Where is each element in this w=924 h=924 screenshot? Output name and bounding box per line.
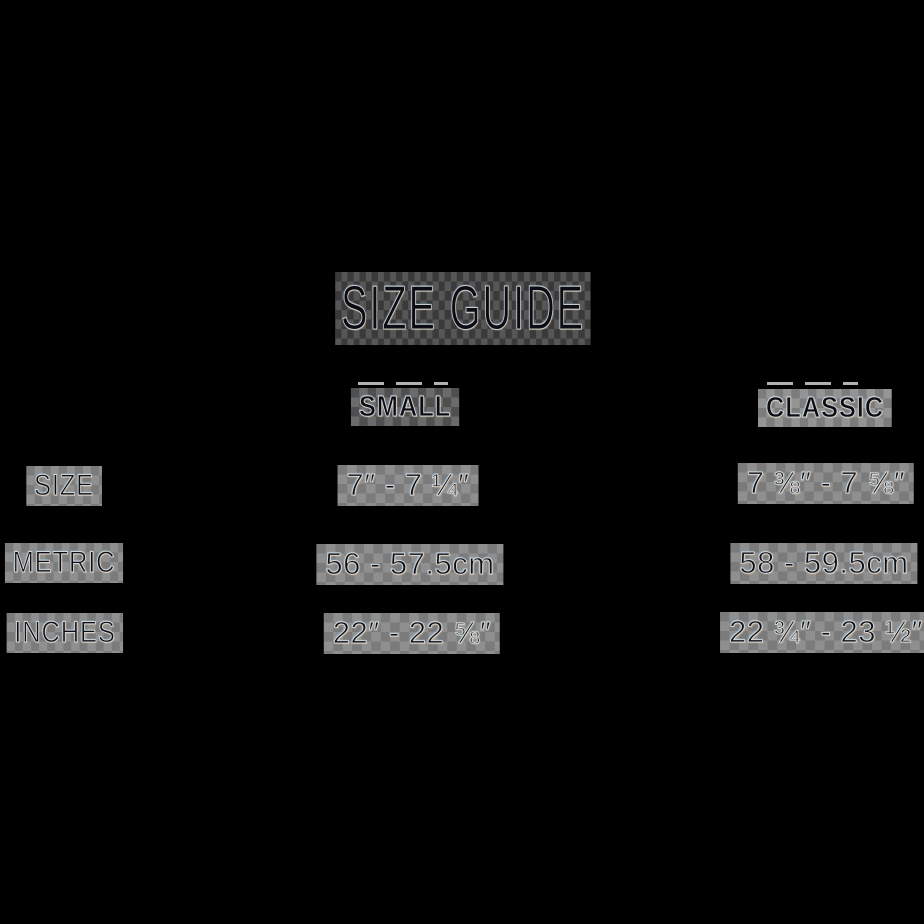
header-rule-classic <box>767 382 858 385</box>
page-title: SIZE GUIDE <box>335 272 591 346</box>
value-size-small: 7″ - 7 ¼″ <box>337 465 479 506</box>
row-label-size: SIZE <box>26 466 102 506</box>
value-inches-classic: 22 ¾″ - 23 ½″ <box>720 612 924 653</box>
row-label-inches: INCHES <box>6 613 124 653</box>
value-metric-classic: 58 - 59.5cm <box>730 543 918 584</box>
row-label-metric: METRIC <box>4 543 124 583</box>
value-metric-small: 56 - 57.5cm <box>316 544 504 585</box>
value-inches-small: 22″ - 22 ⅝″ <box>323 613 501 654</box>
header-rule-small <box>358 382 448 385</box>
value-size-classic: 7 ⅜″ - 7 ⅝″ <box>737 463 915 504</box>
column-header-classic: CLASSIC <box>757 389 893 428</box>
column-header-small: SMALL <box>350 388 460 427</box>
